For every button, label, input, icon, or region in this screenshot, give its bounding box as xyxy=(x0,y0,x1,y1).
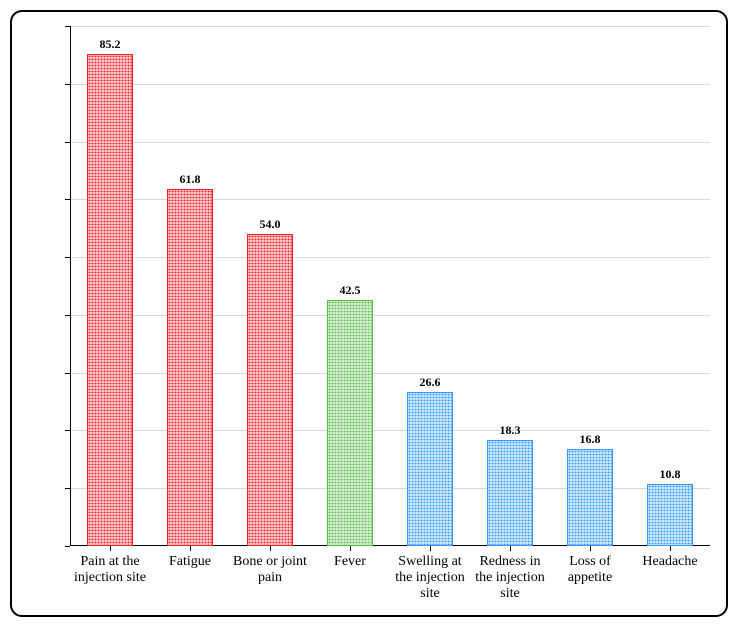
y-tick-label: 90.0 xyxy=(0,18,62,35)
x-tick-mark xyxy=(270,546,271,551)
y-tick-label: 30.0 xyxy=(0,364,62,381)
plot-area: 0.010.020.030.040.050.060.070.080.090.0P… xyxy=(70,26,710,546)
bar-value-label: 42.5 xyxy=(340,283,361,298)
gridline xyxy=(70,84,710,85)
bar-value-label: 85.2 xyxy=(100,37,121,52)
y-tick-label: 0.0 xyxy=(0,538,62,555)
y-tick-label: 80.0 xyxy=(0,75,62,92)
category-label: Loss of appetite xyxy=(551,554,629,586)
bar xyxy=(567,449,613,546)
bar xyxy=(407,392,453,546)
bar xyxy=(87,54,133,546)
x-tick-mark xyxy=(590,546,591,551)
x-tick-mark xyxy=(510,546,511,551)
category-label: Bone or joint pain xyxy=(231,554,309,586)
category-label: Redness in the injection site xyxy=(471,554,549,602)
category-label: Fever xyxy=(311,554,389,570)
y-tick-label: 70.0 xyxy=(0,133,62,150)
bar xyxy=(487,440,533,546)
bar-value-label: 26.6 xyxy=(420,375,441,390)
bar-value-label: 10.8 xyxy=(660,467,681,482)
category-label: Pain at the injection site xyxy=(71,554,149,586)
y-tick-label: 10.0 xyxy=(0,480,62,497)
y-tick-label: 40.0 xyxy=(0,306,62,323)
x-tick-mark xyxy=(670,546,671,551)
gridline xyxy=(70,26,710,27)
bar xyxy=(647,484,693,546)
y-axis xyxy=(70,26,71,546)
y-tick-label: 20.0 xyxy=(0,422,62,439)
y-tick-label: 50.0 xyxy=(0,249,62,266)
x-labels: Pain at the injection siteFatigueBone or… xyxy=(70,546,710,616)
y-tick-label: 60.0 xyxy=(0,191,62,208)
bar-value-label: 54.0 xyxy=(260,217,281,232)
bar xyxy=(167,189,213,546)
bar-value-label: 16.8 xyxy=(580,432,601,447)
x-tick-mark xyxy=(190,546,191,551)
bar-value-label: 18.3 xyxy=(500,423,521,438)
category-label: Fatigue xyxy=(151,554,229,570)
x-tick-mark xyxy=(350,546,351,551)
bar xyxy=(327,300,373,546)
x-tick-mark xyxy=(430,546,431,551)
x-tick-mark xyxy=(110,546,111,551)
category-label: Headache xyxy=(631,554,709,570)
bar-value-label: 61.8 xyxy=(180,172,201,187)
chart-frame: 0.0 10.0 20.0 30.0 40.0 50.0 60.0 70.0 80.0 90.0 P… xyxy=(0,0,738,627)
gridline xyxy=(70,142,710,143)
category-label: Swelling at the injection site xyxy=(391,554,469,602)
bar xyxy=(247,234,293,546)
